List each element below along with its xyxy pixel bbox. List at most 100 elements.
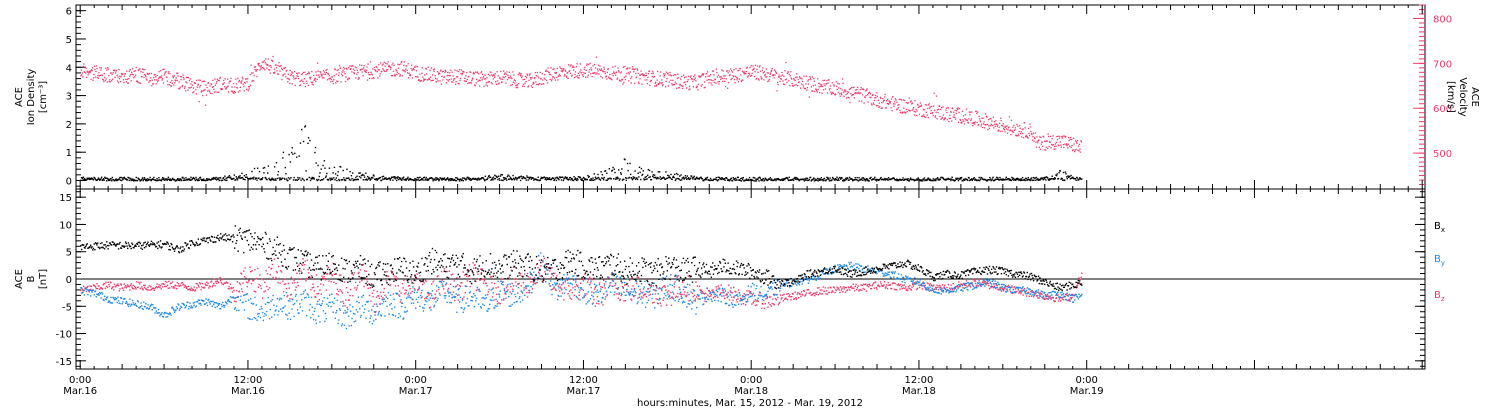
density-point xyxy=(228,175,231,177)
velocity-point xyxy=(949,117,951,120)
density-point xyxy=(909,178,911,181)
velocity-point xyxy=(1027,137,1029,139)
velocity-point xyxy=(87,74,89,76)
density-point xyxy=(169,178,171,180)
velocity-point xyxy=(998,126,1000,128)
velocity-point xyxy=(335,73,337,75)
b-bz-point xyxy=(818,292,821,294)
b-bz-point xyxy=(273,278,275,281)
density-point xyxy=(492,176,495,178)
velocity-point xyxy=(387,65,390,68)
velocity-point xyxy=(280,64,282,67)
velocity-point xyxy=(327,72,329,75)
velocity-point xyxy=(478,85,481,87)
density-point xyxy=(676,177,678,180)
density-point xyxy=(668,175,670,177)
b-bz-point xyxy=(867,283,869,286)
density-point xyxy=(450,178,453,180)
b-bz-point xyxy=(841,287,843,290)
density-point xyxy=(180,179,183,182)
velocity-point xyxy=(508,71,511,73)
b-bz-point xyxy=(595,285,597,287)
b-bz-point xyxy=(480,271,483,274)
density-point xyxy=(285,172,287,175)
density-point xyxy=(123,176,125,179)
density-point xyxy=(774,178,777,180)
b-bz-point xyxy=(603,279,605,282)
velocity-point xyxy=(1053,148,1055,150)
density-point xyxy=(235,176,237,178)
velocity-point xyxy=(1055,141,1058,144)
b-bz-point xyxy=(425,280,427,283)
velocity-point xyxy=(963,120,965,123)
density-point xyxy=(119,176,121,179)
density-point xyxy=(375,177,378,180)
b-bz-point xyxy=(212,282,215,285)
b-bz-point xyxy=(602,304,604,306)
velocity-point xyxy=(491,83,493,85)
density-point xyxy=(1070,174,1072,177)
density-point xyxy=(453,178,456,181)
velocity-point xyxy=(1060,144,1062,146)
b-bz-point xyxy=(322,284,325,286)
density-point xyxy=(455,177,457,179)
b-bz-point xyxy=(558,295,560,298)
velocity-point xyxy=(460,69,463,71)
b-bz-point xyxy=(573,294,576,297)
velocity-point xyxy=(311,70,313,73)
velocity-point xyxy=(126,70,128,72)
b-bz-point xyxy=(510,285,512,288)
velocity-point xyxy=(770,72,772,74)
density-point xyxy=(158,176,160,179)
velocity-point xyxy=(989,124,992,127)
density-point xyxy=(501,179,503,181)
density-point xyxy=(317,178,320,181)
velocity-point xyxy=(724,75,726,77)
b-bz-point xyxy=(728,299,731,301)
b-bz-point xyxy=(152,287,155,289)
velocity-point xyxy=(662,73,665,75)
density-point xyxy=(180,178,182,181)
b-bz-point xyxy=(96,287,99,290)
density-tick-label: 3 xyxy=(66,92,72,103)
velocity-point xyxy=(477,73,480,75)
velocity-point xyxy=(836,85,838,87)
density-point xyxy=(389,178,391,180)
density-point xyxy=(83,179,85,181)
velocity-point xyxy=(297,75,299,78)
density-point xyxy=(308,176,310,179)
velocity-point xyxy=(379,73,381,75)
velocity-point xyxy=(178,87,180,90)
density-point xyxy=(284,166,287,169)
velocity-point xyxy=(717,74,720,76)
density-point xyxy=(932,178,934,180)
velocity-point xyxy=(333,74,335,77)
density-point xyxy=(166,179,168,182)
velocity-point xyxy=(588,71,590,73)
density-point xyxy=(957,179,960,182)
velocity-point xyxy=(724,80,726,82)
velocity-point xyxy=(750,65,752,67)
density-point xyxy=(643,178,645,180)
density-point xyxy=(678,178,680,181)
density-point xyxy=(660,178,662,181)
density-point xyxy=(263,172,265,174)
b-bz-point xyxy=(590,286,592,289)
b-bz-point xyxy=(543,257,546,260)
velocity-point xyxy=(189,87,191,89)
density-point xyxy=(256,167,259,169)
b-bz-point xyxy=(842,286,845,288)
velocity-point xyxy=(292,75,294,77)
b-bz-point xyxy=(402,287,404,289)
b-bz-point xyxy=(280,271,283,273)
b-bz-point xyxy=(852,283,854,285)
velocity-point xyxy=(922,108,925,111)
velocity-point xyxy=(1062,135,1064,137)
b-bz-point xyxy=(167,287,169,289)
velocity-point xyxy=(900,99,903,101)
velocity-point xyxy=(502,70,505,72)
velocity-point xyxy=(696,86,698,88)
velocity-point xyxy=(746,66,748,68)
velocity-point xyxy=(1020,132,1022,135)
velocity-point xyxy=(737,81,740,83)
